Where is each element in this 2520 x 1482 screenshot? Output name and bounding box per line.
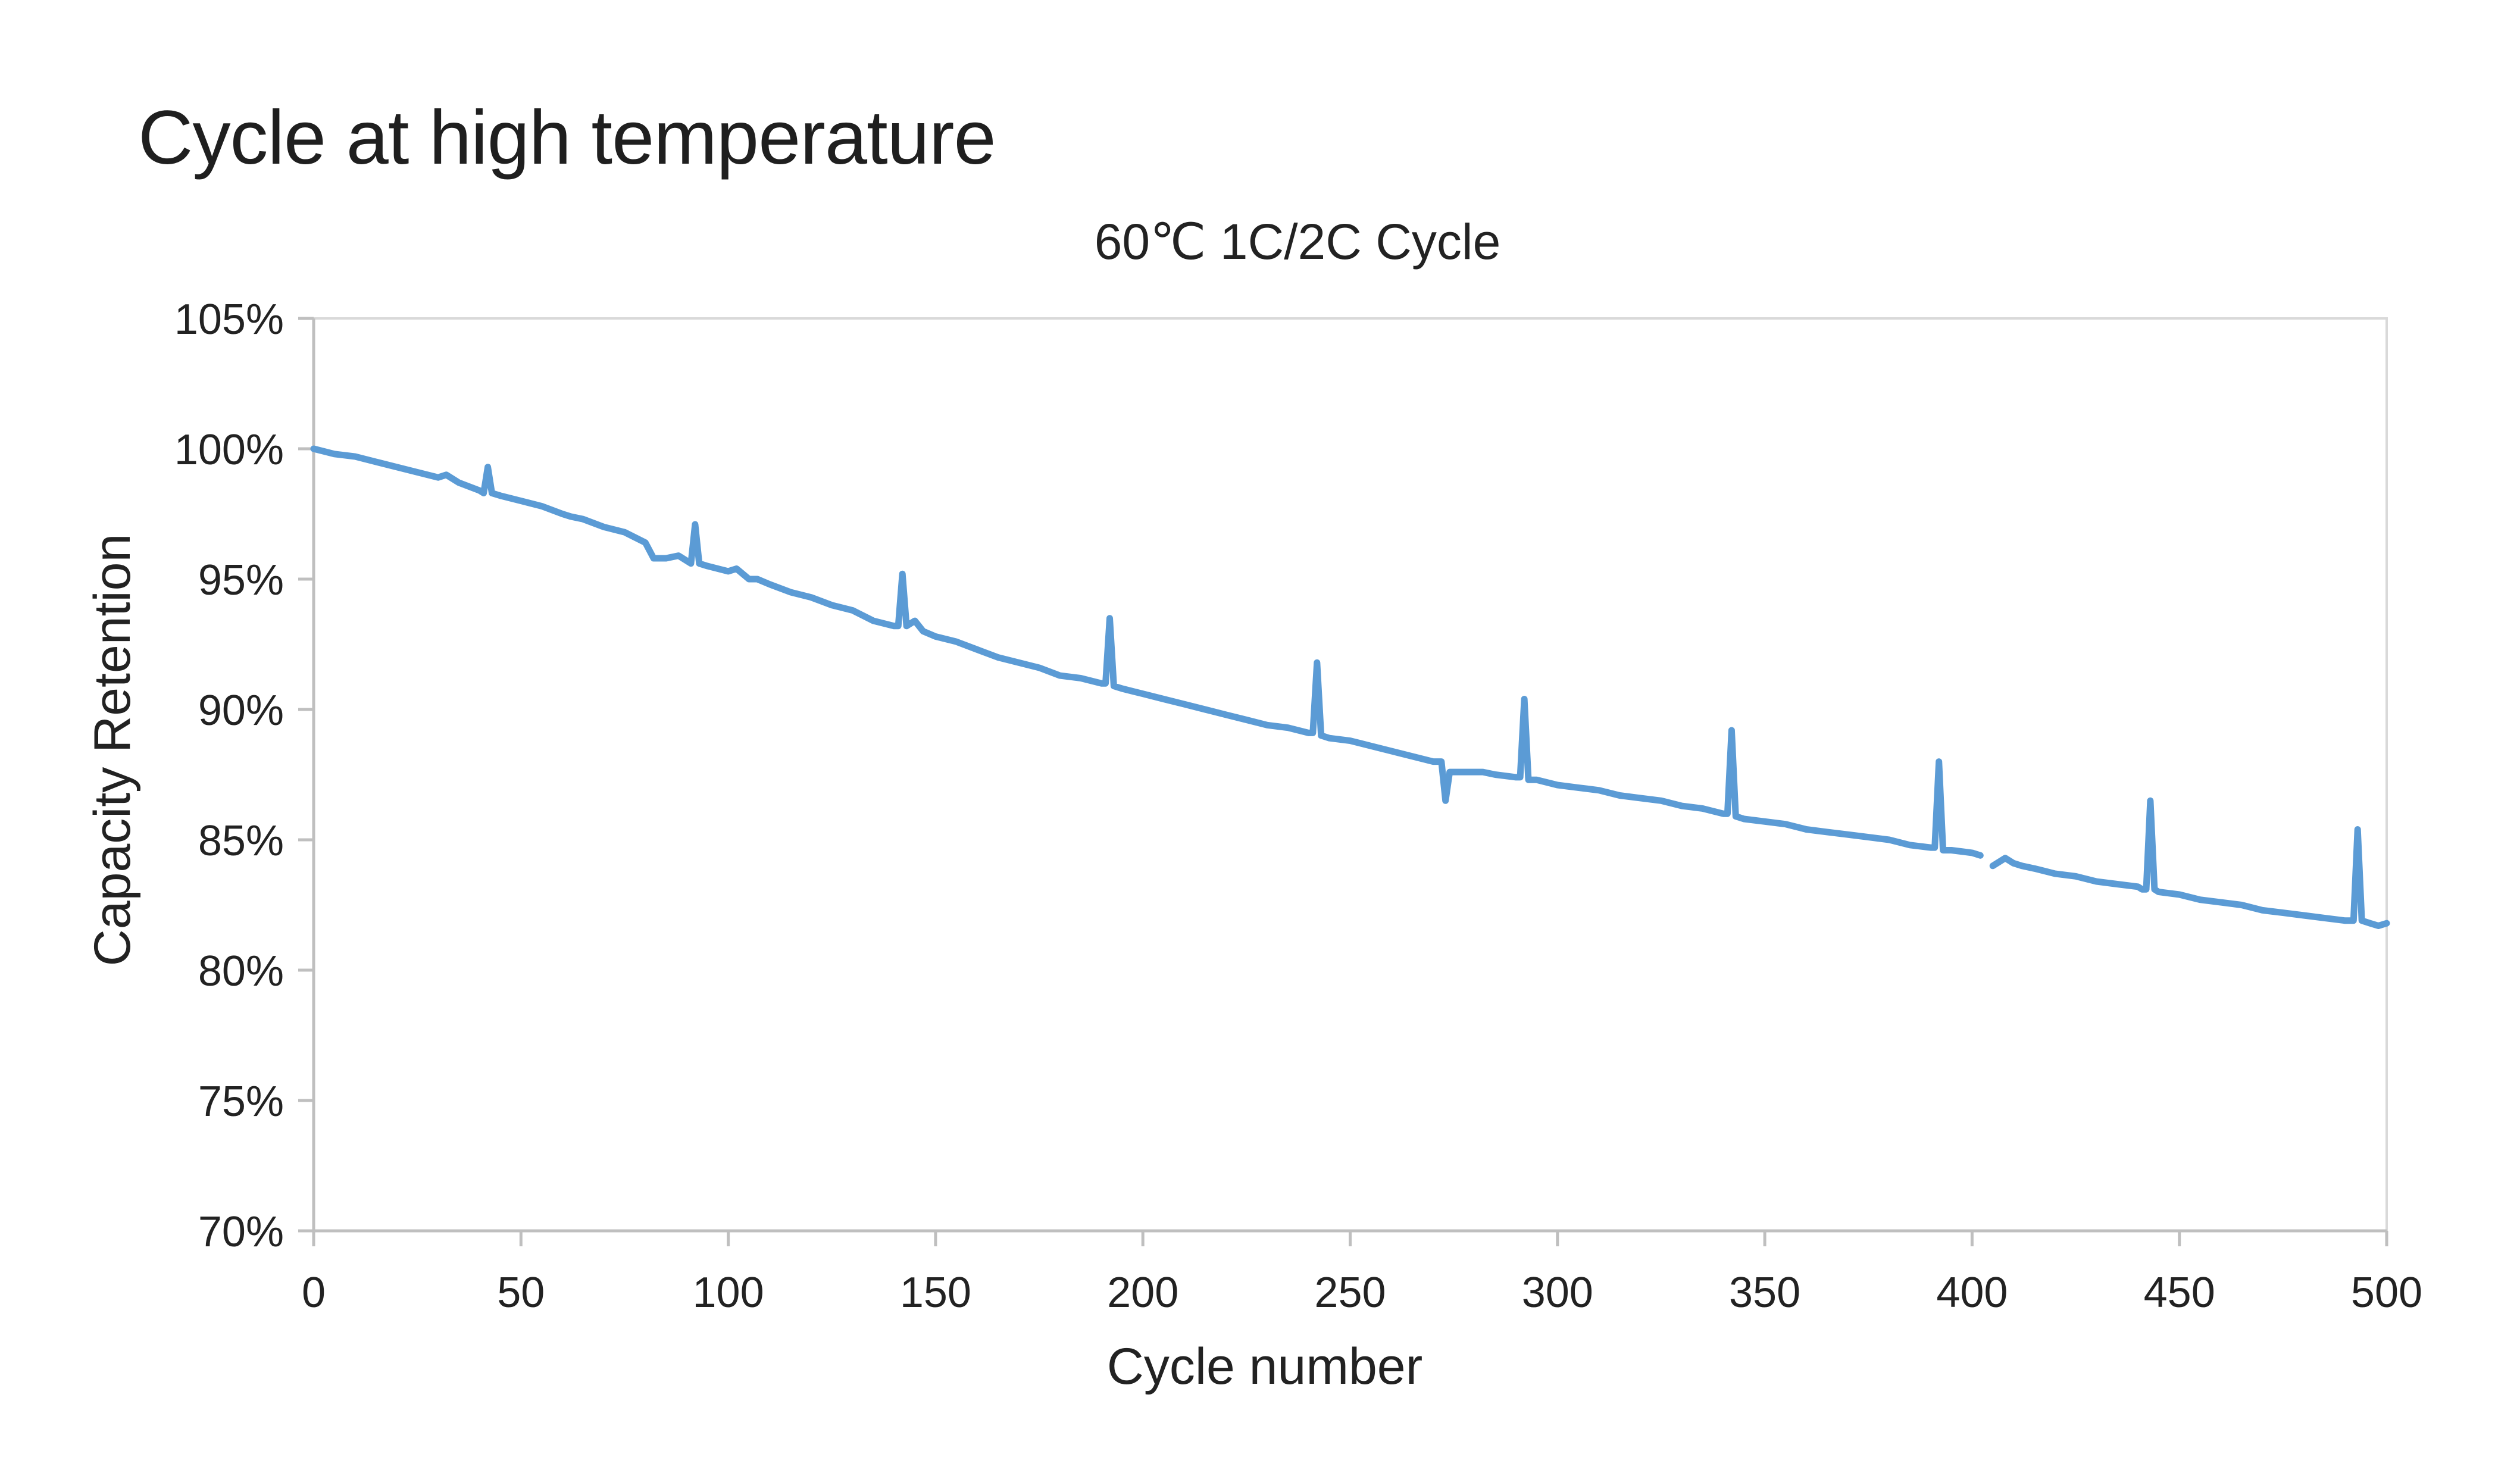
x-tick-label: 350 (1729, 1269, 1800, 1317)
x-axis-label: Cycle number (1107, 1338, 1423, 1395)
y-tick-label: 95% (198, 556, 284, 604)
plot-frame (312, 317, 2388, 1233)
y-tick-label: 105% (174, 296, 284, 343)
x-axis-ticks: 0 50 100 150 200 250 300 350 400 450 500 (302, 1231, 2422, 1317)
series-line-segment (310, 445, 1984, 859)
x-tick-label: 500 (2351, 1269, 2422, 1317)
x-tick-label: 250 (1314, 1269, 1386, 1317)
y-tick-label: 90% (198, 687, 284, 734)
chart-title: 60℃ 1C/2C Cycle (1095, 214, 1501, 270)
x-tick-label: 200 (1107, 1269, 1178, 1317)
y-axis-ticks: 70% 75% 80% 85% 90% 95% 100% 105% (174, 296, 314, 1256)
y-tick-label: 100% (174, 426, 284, 474)
y-tick-label: 80% (198, 948, 284, 995)
plot-border (312, 317, 2388, 1232)
x-tick-label: 450 (2144, 1269, 2215, 1317)
y-tick-label: 85% (198, 817, 284, 865)
x-tick-label: 400 (1936, 1269, 2008, 1317)
page-title: Cycle at high temperature (138, 95, 996, 180)
x-tick-label: 100 (693, 1269, 764, 1317)
y-tick-label: 75% (198, 1078, 284, 1125)
series-layer (310, 445, 2390, 929)
x-tick-label: 0 (302, 1269, 326, 1317)
y-tick-label: 70% (198, 1208, 284, 1256)
y-axis-label: Capacity Retention (84, 534, 141, 967)
series-line-segment (1989, 797, 2390, 929)
x-tick-label: 300 (1522, 1269, 1593, 1317)
x-tick-label: 150 (900, 1269, 971, 1317)
x-tick-label: 50 (497, 1269, 545, 1317)
